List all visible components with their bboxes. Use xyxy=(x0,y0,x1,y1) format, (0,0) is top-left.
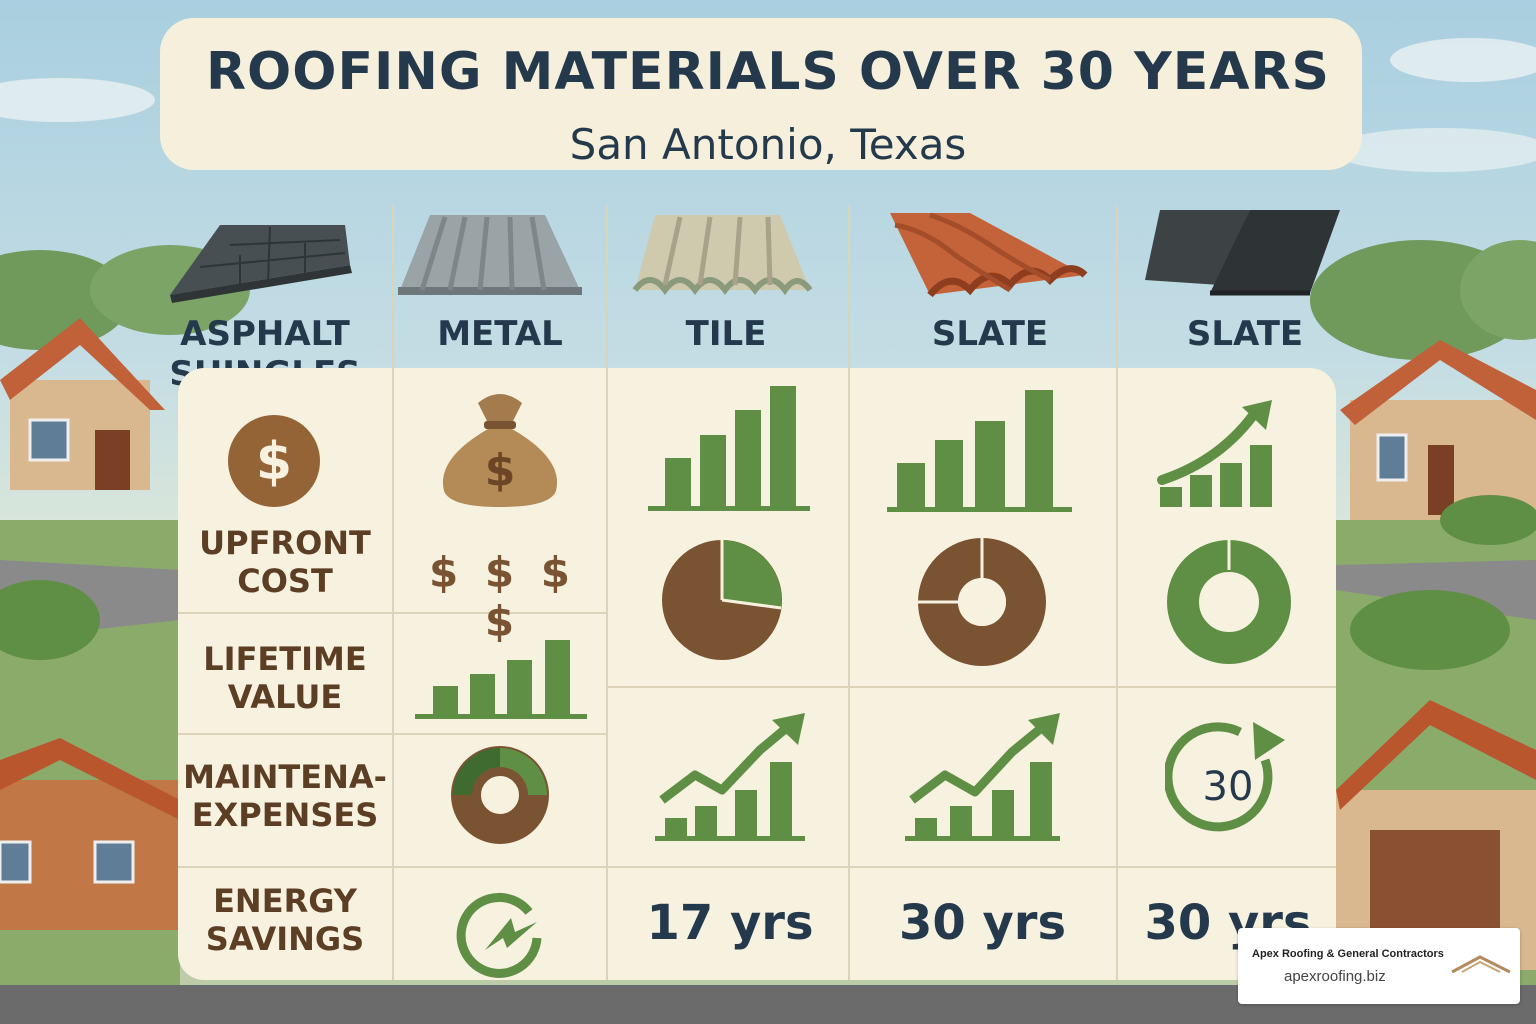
header-panel xyxy=(160,18,1362,170)
header-asphalt-line1: ASPHALT xyxy=(180,314,350,354)
grid-row-2b xyxy=(606,686,1336,688)
logo-company-name: Apex Roofing & General Contractors xyxy=(1252,948,1444,960)
energy-cycle-icon xyxy=(456,892,542,978)
grid-row-1 xyxy=(178,612,606,614)
bar-chart-icon xyxy=(648,386,810,511)
bar-chart-icon-2 xyxy=(887,390,1072,512)
slate-roof-icon xyxy=(1145,210,1340,296)
row-label-maintenance-line1: MAINTENA- xyxy=(183,758,387,796)
tile-roof-icon xyxy=(632,215,813,296)
row-label-maintenance: MAINTENA- EXPENSES xyxy=(178,758,392,834)
material-icons xyxy=(170,210,1340,303)
grid-col-1 xyxy=(392,368,394,980)
page-subtitle: San Antonio, Texas xyxy=(569,120,967,169)
header-metal: METAL xyxy=(437,314,563,354)
money-bag-icon: $ xyxy=(442,394,558,507)
header-slate-2: SLATE xyxy=(1186,314,1304,354)
row-label-lifetime-value: LIFETIME VALUE xyxy=(178,640,392,716)
badge-number: 30 xyxy=(1203,764,1254,810)
slate-lifespan: 30 yrs xyxy=(898,895,1067,951)
tile-lifespan: 17 yrs xyxy=(646,895,814,951)
row-label-upfront-cost: UPFRONT COST xyxy=(178,524,392,600)
grid-row-2 xyxy=(178,733,606,735)
bag-symbol: $ xyxy=(485,445,516,496)
pie-chart-icon xyxy=(662,540,782,660)
logo-url: apexroofing.biz xyxy=(1284,968,1386,985)
trend-chart-icon xyxy=(655,713,805,841)
asphalt-shingle-icon xyxy=(170,225,352,303)
row-label-energy-line2: SAVINGS xyxy=(205,920,365,958)
growth-chart-icon xyxy=(1157,400,1272,507)
row-label-maintenance-line2: EXPENSES xyxy=(191,796,379,834)
grid-col-4 xyxy=(1116,368,1118,980)
ring-chart-icon xyxy=(1167,538,1291,664)
grid-col-3 xyxy=(848,368,850,980)
metal-cost-symbols: $ $ $ $ xyxy=(429,548,576,646)
company-logo: Apex Roofing & General Contractors apexr… xyxy=(1238,928,1520,1004)
lifetime-bar-chart-icon xyxy=(415,640,587,719)
row-label-lifetime-line1: LIFETIME xyxy=(203,640,367,678)
row-label-upfront-line2: COST xyxy=(237,562,333,600)
header-tile: TILE xyxy=(685,314,767,354)
metal-roof-icon xyxy=(398,215,582,295)
cycle-badge-icon: 30 xyxy=(1165,722,1285,832)
donut-chart-icon xyxy=(918,538,1046,666)
grid-col-2 xyxy=(606,368,608,980)
coin-symbol: $ xyxy=(256,432,292,492)
coin-icon: $ xyxy=(228,415,320,507)
roof-logo-icon xyxy=(1451,955,1511,974)
row-label-lifetime-line2: VALUE xyxy=(227,678,343,716)
page-title: ROOFING MATERIALS OVER 30 YEARS xyxy=(206,42,1330,102)
grid-row-3 xyxy=(178,866,1336,868)
header-slate: SLATE xyxy=(931,314,1049,354)
row-label-upfront-line1: UPFRONT xyxy=(199,524,371,562)
trend-chart-icon-2 xyxy=(905,713,1060,841)
maintenance-donut-icon xyxy=(451,746,549,844)
row-label-energy-line1: ENERGY xyxy=(213,882,357,920)
row-label-energy: ENERGY SAVINGS xyxy=(178,882,392,958)
clay-tile-icon xyxy=(890,212,1088,298)
